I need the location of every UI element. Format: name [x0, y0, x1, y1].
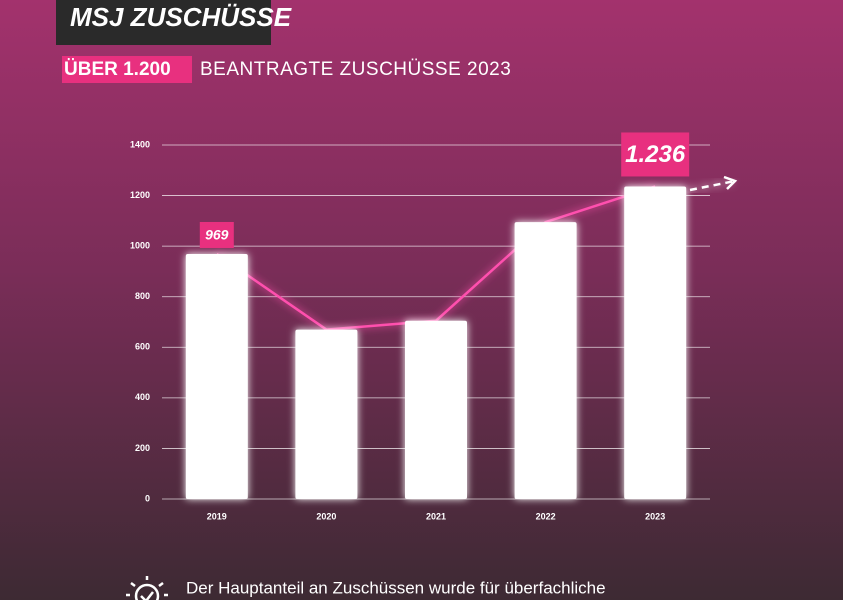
y-tick-label: 1400: [130, 139, 150, 149]
x-tick-label: 2019: [207, 511, 227, 521]
y-tick-label: 200: [135, 443, 150, 453]
subtitle: BEANTRAGTE ZUSCHÜSSE 2023: [200, 59, 511, 80]
subtitle-highlight-box: [62, 56, 192, 83]
title: MSJ ZUSCHÜSSE: [70, 2, 292, 32]
y-tick-label: 800: [135, 291, 150, 301]
bar: [514, 222, 577, 499]
x-tick-label: 2021: [426, 511, 446, 521]
bulb-icon: [126, 576, 168, 600]
bar: [295, 329, 358, 499]
footer-text: Der Hauptanteil an Zuschüssen wurde für …: [186, 578, 606, 597]
trend-arrow: [689, 179, 736, 192]
value-label: 1.236: [625, 141, 686, 168]
x-tick-label: 2020: [316, 511, 336, 521]
value-label-box: [199, 221, 234, 248]
y-tick-label: 1200: [130, 190, 150, 200]
y-tick-label: 0: [145, 493, 150, 503]
y-tick-label: 400: [135, 392, 150, 402]
x-tick-label: 2023: [645, 511, 665, 521]
bar: [185, 253, 248, 499]
bar: [624, 186, 687, 499]
subtitle-highlight: ÜBER 1.200: [64, 59, 171, 80]
x-tick-label: 2022: [536, 511, 556, 521]
value-label-box: [621, 132, 690, 177]
plot: 0 200 400 600 800 1000 1200 1400 2019 969 2020 2021…: [130, 132, 710, 521]
trend-arrow-head: [723, 175, 738, 190]
title-box: [56, 0, 271, 45]
bar: [405, 320, 467, 499]
y-tick-label: 600: [135, 342, 150, 352]
y-tick-label: 1000: [130, 241, 150, 251]
value-label: 969: [205, 227, 229, 243]
